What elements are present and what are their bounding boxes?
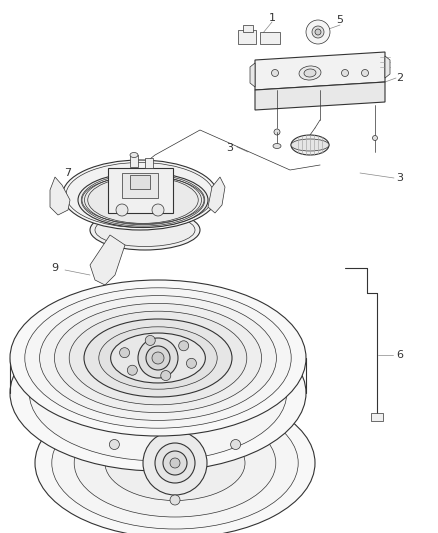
Ellipse shape xyxy=(361,69,368,77)
Ellipse shape xyxy=(272,69,279,77)
Polygon shape xyxy=(208,177,225,213)
Ellipse shape xyxy=(304,69,316,77)
Ellipse shape xyxy=(39,296,276,421)
Ellipse shape xyxy=(25,288,291,428)
Circle shape xyxy=(152,204,164,216)
Ellipse shape xyxy=(52,397,298,529)
Bar xyxy=(122,173,158,198)
Circle shape xyxy=(110,440,120,449)
Polygon shape xyxy=(250,63,255,87)
Circle shape xyxy=(231,440,240,449)
Ellipse shape xyxy=(29,325,287,461)
Ellipse shape xyxy=(372,135,378,141)
Circle shape xyxy=(163,451,187,475)
Ellipse shape xyxy=(274,129,280,135)
Polygon shape xyxy=(385,56,390,78)
Polygon shape xyxy=(90,235,125,285)
Circle shape xyxy=(143,431,207,495)
Circle shape xyxy=(306,20,330,44)
Ellipse shape xyxy=(54,303,261,413)
Text: 4: 4 xyxy=(244,335,251,345)
Bar xyxy=(108,168,173,213)
Circle shape xyxy=(170,495,180,505)
Circle shape xyxy=(179,341,189,351)
Ellipse shape xyxy=(74,409,276,517)
Ellipse shape xyxy=(99,327,217,389)
Bar xyxy=(371,413,383,421)
Ellipse shape xyxy=(82,176,204,224)
Text: 1: 1 xyxy=(268,13,276,23)
Ellipse shape xyxy=(299,66,321,80)
Ellipse shape xyxy=(105,425,245,500)
Circle shape xyxy=(152,352,164,364)
Ellipse shape xyxy=(130,152,138,157)
Circle shape xyxy=(315,29,321,35)
Polygon shape xyxy=(255,82,385,110)
Text: 7: 7 xyxy=(64,168,71,178)
Ellipse shape xyxy=(78,173,208,228)
Text: 3: 3 xyxy=(396,173,403,183)
Bar xyxy=(130,175,150,189)
Ellipse shape xyxy=(66,163,214,228)
Text: 6: 6 xyxy=(396,350,403,360)
Ellipse shape xyxy=(273,143,281,149)
Text: 3: 3 xyxy=(226,143,233,153)
Ellipse shape xyxy=(291,139,329,151)
Text: 2: 2 xyxy=(396,73,403,83)
Bar xyxy=(238,30,256,44)
Circle shape xyxy=(116,204,128,216)
Bar xyxy=(145,158,153,168)
Text: 9: 9 xyxy=(51,263,59,273)
Circle shape xyxy=(187,358,196,368)
Bar xyxy=(243,25,253,32)
Circle shape xyxy=(161,370,171,381)
Circle shape xyxy=(120,348,130,358)
Ellipse shape xyxy=(63,160,218,230)
Circle shape xyxy=(127,365,138,375)
Polygon shape xyxy=(255,52,385,90)
Circle shape xyxy=(138,338,178,378)
Ellipse shape xyxy=(342,69,349,77)
Ellipse shape xyxy=(35,388,315,533)
Text: 10: 10 xyxy=(48,395,62,405)
Circle shape xyxy=(146,346,170,370)
Circle shape xyxy=(145,335,155,345)
Bar xyxy=(130,155,138,167)
Circle shape xyxy=(155,443,195,483)
Ellipse shape xyxy=(291,135,329,155)
Circle shape xyxy=(312,26,324,38)
Ellipse shape xyxy=(95,214,195,246)
Polygon shape xyxy=(50,177,70,215)
Circle shape xyxy=(170,458,180,468)
Ellipse shape xyxy=(90,210,200,250)
Ellipse shape xyxy=(10,280,306,436)
Ellipse shape xyxy=(69,311,247,405)
Text: 5: 5 xyxy=(336,15,343,25)
Ellipse shape xyxy=(84,319,232,397)
Ellipse shape xyxy=(111,333,205,383)
Ellipse shape xyxy=(10,315,306,471)
Bar xyxy=(260,32,280,44)
